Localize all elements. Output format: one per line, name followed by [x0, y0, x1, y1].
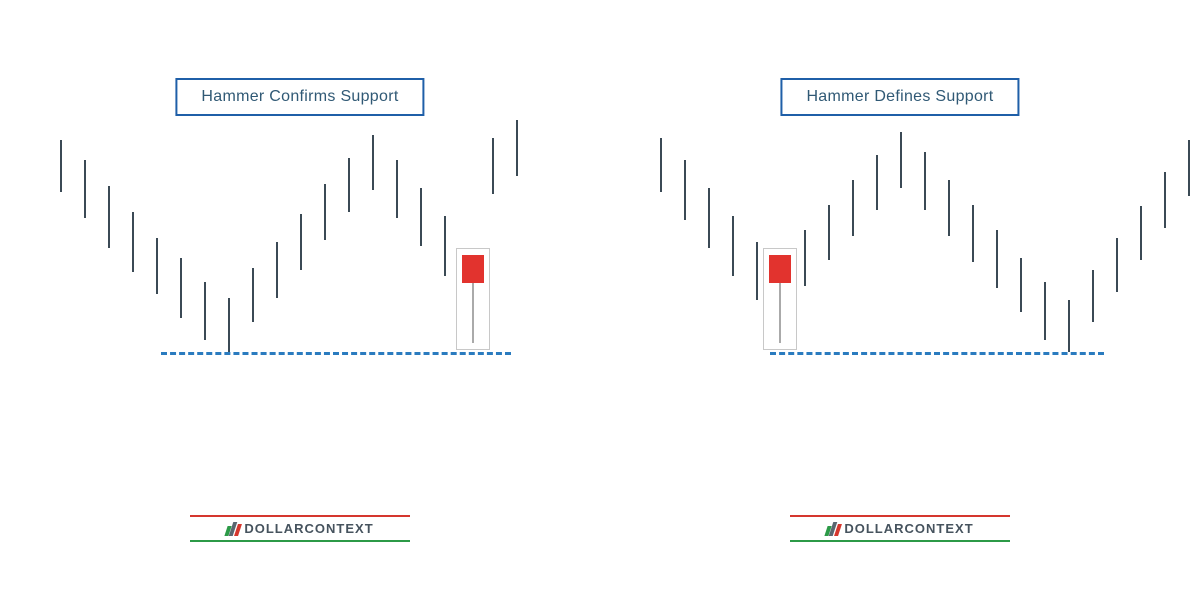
price-bar: [180, 258, 182, 318]
logo-text: DOLLARCONTEXT: [790, 517, 1010, 540]
hammer-wick: [472, 283, 473, 343]
price-bar: [228, 298, 230, 352]
price-bar: [900, 132, 902, 188]
price-bar: [300, 214, 302, 270]
hammer-candle: [763, 248, 797, 350]
chart-area: [660, 150, 1140, 510]
price-bar: [156, 238, 158, 294]
price-bar: [84, 160, 86, 218]
price-bar: [948, 180, 950, 236]
price-bar: [1116, 238, 1118, 292]
support-line: [161, 352, 511, 355]
price-bar: [996, 230, 998, 288]
price-bar: [348, 158, 350, 212]
brand-logo: DOLLARCONTEXT: [790, 515, 1010, 542]
hammer-wick: [780, 283, 781, 343]
logo-label: DOLLARCONTEXT: [844, 521, 973, 536]
panel-confirms: Hammer Confirms Support DOLLARCONTEXT: [0, 0, 600, 600]
panel-title: Hammer Defines Support: [780, 78, 1019, 116]
price-bar: [492, 138, 494, 194]
logo-mark-icon: [826, 522, 840, 536]
price-bar: [1020, 258, 1022, 312]
price-bar: [60, 140, 62, 192]
support-line: [770, 352, 1104, 355]
logo-mark-icon: [226, 522, 240, 536]
price-bar: [828, 205, 830, 260]
price-bar: [132, 212, 134, 272]
price-bar: [1044, 282, 1046, 340]
price-bar: [804, 230, 806, 286]
price-bar: [1092, 270, 1094, 322]
price-bar: [1188, 140, 1190, 196]
hammer-candle: [456, 248, 490, 350]
price-bar: [684, 160, 686, 220]
price-bar: [1068, 300, 1070, 352]
price-bar: [972, 205, 974, 262]
price-bar: [1164, 172, 1166, 228]
price-bar: [324, 184, 326, 240]
logo-bottom-line: [190, 540, 410, 542]
price-bar: [276, 242, 278, 298]
logo-text: DOLLARCONTEXT: [190, 517, 410, 540]
price-bar: [204, 282, 206, 340]
panels-container: Hammer Confirms Support DOLLARCONTEXT Ha…: [0, 0, 1200, 600]
price-bar: [444, 216, 446, 276]
price-bar: [756, 242, 758, 300]
price-bar: [708, 188, 710, 248]
hammer-body: [769, 255, 791, 283]
price-bar: [396, 160, 398, 218]
price-bar: [420, 188, 422, 246]
logo-label: DOLLARCONTEXT: [244, 521, 373, 536]
chart-area: [60, 150, 540, 510]
price-bar: [876, 155, 878, 210]
panel-title: Hammer Confirms Support: [175, 78, 424, 116]
hammer-body: [462, 255, 484, 283]
price-bar: [924, 152, 926, 210]
price-bar: [516, 120, 518, 176]
logo-bottom-line: [790, 540, 1010, 542]
price-bar: [372, 135, 374, 190]
panel-defines: Hammer Defines Support DOLLARCONTEXT: [600, 0, 1200, 600]
price-bar: [1140, 206, 1142, 260]
price-bar: [660, 138, 662, 192]
price-bar: [732, 216, 734, 276]
price-bar: [852, 180, 854, 236]
price-bar: [252, 268, 254, 322]
brand-logo: DOLLARCONTEXT: [190, 515, 410, 542]
price-bar: [108, 186, 110, 248]
